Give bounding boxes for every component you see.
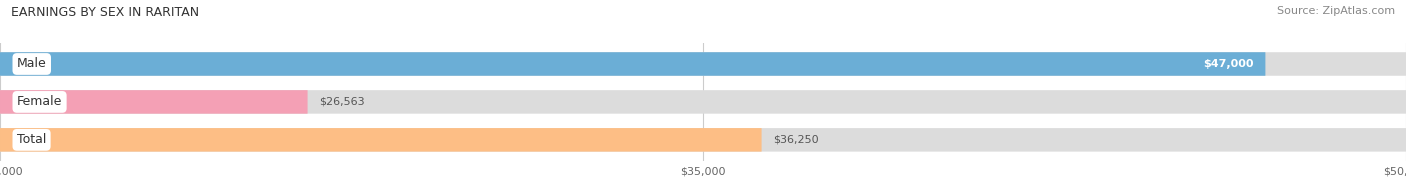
Text: $47,000: $47,000 xyxy=(1204,59,1254,69)
FancyBboxPatch shape xyxy=(0,128,1406,152)
FancyBboxPatch shape xyxy=(0,52,1406,76)
Text: Total: Total xyxy=(17,133,46,146)
FancyBboxPatch shape xyxy=(0,52,1265,76)
FancyBboxPatch shape xyxy=(0,90,1406,114)
FancyBboxPatch shape xyxy=(0,90,308,114)
Text: $36,250: $36,250 xyxy=(773,135,818,145)
FancyBboxPatch shape xyxy=(0,128,762,152)
Text: Source: ZipAtlas.com: Source: ZipAtlas.com xyxy=(1277,6,1395,16)
Text: Male: Male xyxy=(17,57,46,71)
Text: $26,563: $26,563 xyxy=(319,97,364,107)
Text: Female: Female xyxy=(17,95,62,108)
Text: EARNINGS BY SEX IN RARITAN: EARNINGS BY SEX IN RARITAN xyxy=(11,6,200,19)
